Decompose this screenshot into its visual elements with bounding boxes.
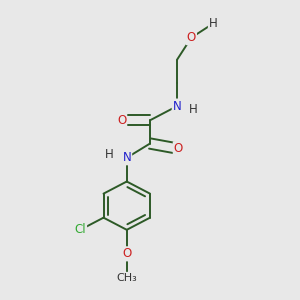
Text: CH₃: CH₃ <box>116 273 137 283</box>
Text: N: N <box>122 151 131 164</box>
Text: O: O <box>174 142 183 155</box>
Text: O: O <box>117 114 126 127</box>
Text: H: H <box>105 148 114 161</box>
Text: Cl: Cl <box>74 223 86 236</box>
Text: O: O <box>187 31 196 44</box>
Text: H: H <box>189 103 197 116</box>
Text: N: N <box>173 100 182 112</box>
Text: H: H <box>209 17 218 30</box>
Text: O: O <box>122 247 131 260</box>
